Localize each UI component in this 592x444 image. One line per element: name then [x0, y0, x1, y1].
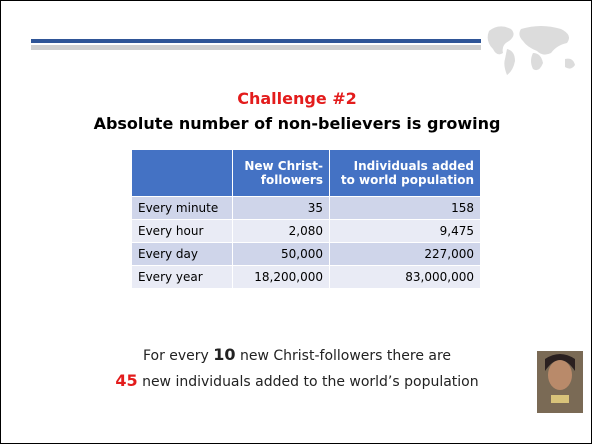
table-row: Every year 18,200,000 83,000,000 — [131, 265, 481, 289]
table-cell: 35 — [232, 196, 330, 220]
table-cell: 158 — [329, 196, 481, 220]
footer-number: 10 — [213, 345, 236, 364]
footer-number: 45 — [115, 371, 138, 390]
row-label: Every year — [131, 265, 233, 289]
table-row: Every minute 35 158 — [131, 196, 481, 220]
photo-face — [548, 360, 572, 390]
world-map — [487, 26, 575, 75]
table-cell: 9,475 — [329, 219, 481, 243]
photo — [537, 351, 583, 413]
header-decoration — [31, 26, 575, 75]
footer-line: 45 new individuals added to the world’s … — [1, 371, 592, 390]
header-bar-gray — [31, 45, 481, 50]
footer-text: new individuals added to the world’s pop… — [137, 374, 479, 390]
row-label: Every day — [131, 242, 233, 266]
row-label: Every hour — [131, 219, 233, 243]
header-cell — [131, 149, 233, 197]
photo-hair — [545, 354, 575, 371]
table-row: Every day 50,000 227,000 — [131, 242, 481, 266]
table-row: Every hour 2,080 9,475 — [131, 219, 481, 243]
data-table: New Christ-followers Individuals added t… — [131, 149, 481, 289]
footer-line: For every 10 new Christ-followers there … — [1, 345, 592, 364]
table-cell: 2,080 — [232, 219, 330, 243]
photo-object — [551, 395, 569, 403]
header-cell: Individuals added to world population — [329, 149, 481, 197]
table-cell: 50,000 — [232, 242, 330, 266]
footer-text: new Christ-followers there are — [235, 348, 452, 364]
header-bar — [31, 39, 481, 43]
header-cell: New Christ-followers — [232, 149, 330, 197]
subtitle: Absolute number of non-believers is grow… — [93, 114, 501, 133]
table-cell: 227,000 — [329, 242, 481, 266]
row-label: Every minute — [131, 196, 233, 220]
table-cell: 18,200,000 — [232, 265, 330, 289]
title: Challenge #2 — [237, 89, 357, 108]
footer-text: For every — [142, 348, 214, 364]
table-cell: 83,000,000 — [329, 265, 481, 289]
